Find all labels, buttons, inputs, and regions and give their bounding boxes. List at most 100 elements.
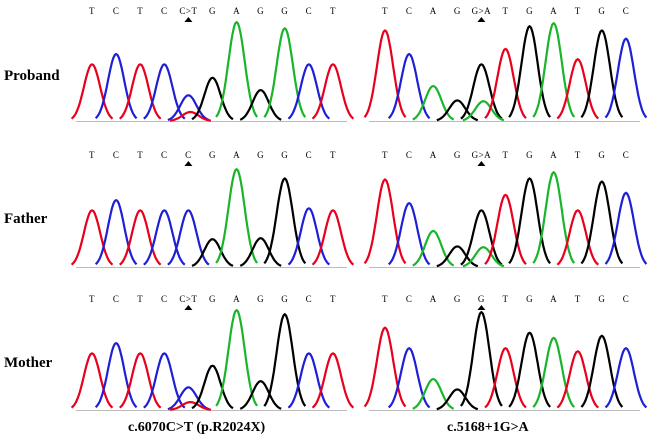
base-call-letter: C	[161, 294, 168, 304]
base-call-letter: T	[137, 294, 143, 304]
trace-peak-red	[70, 352, 114, 409]
base-call-letter: T	[575, 6, 581, 16]
base-call-letter: T	[382, 294, 388, 304]
trace-peak-red	[119, 352, 162, 409]
trace-peak-red	[311, 63, 355, 120]
base-call-letter: T	[382, 150, 388, 160]
base-call-letter: C	[623, 294, 630, 304]
trace-peak-red	[311, 209, 355, 266]
base-call-letter: G	[257, 294, 264, 304]
trace-peak-red	[311, 352, 355, 409]
base-call-letter: C	[406, 294, 413, 304]
caption-left-variant: c.6070C>T (p.R2024X)	[128, 420, 266, 435]
base-call-letter: T	[575, 294, 581, 304]
base-call-letter: G	[598, 6, 605, 16]
trace-peak-black	[263, 313, 307, 407]
trace-peak-green	[215, 168, 259, 264]
trace-peak-black	[508, 331, 551, 408]
base-call-letter: C	[113, 294, 120, 304]
base-call-letter: T	[330, 6, 336, 16]
base-call-letter: G	[454, 150, 461, 160]
row-label-mother: Mother	[4, 355, 53, 371]
base-call-letter: A	[550, 294, 557, 304]
base-call-letter: G	[526, 150, 533, 160]
trace-peak-red	[556, 350, 600, 409]
base-call-letter: C	[113, 6, 120, 16]
trace-peak-black	[239, 89, 282, 121]
base-call-letter: G	[281, 150, 288, 160]
trace-peak-red	[484, 193, 527, 265]
trace-peak-black	[191, 238, 234, 267]
trace-peak-green	[532, 336, 576, 408]
trace-peak-red	[119, 63, 162, 120]
base-call-letter: A	[233, 6, 240, 16]
trace-peak-black	[508, 177, 551, 265]
base-call-letter: A	[233, 150, 240, 160]
trace-peak-blue	[143, 352, 186, 409]
trace-peak-red	[169, 401, 212, 411]
base-call-letter: G	[281, 294, 288, 304]
trace-peak-red	[484, 47, 527, 119]
caption-right-variant: c.5168+1G>A	[447, 420, 529, 435]
trace-peak-blue	[143, 63, 186, 120]
base-call-letter: C	[306, 294, 313, 304]
trace-peak-blue	[387, 347, 431, 409]
trace-peak-blue	[604, 37, 648, 119]
trace-peak-blue	[287, 207, 331, 266]
base-call-letter: C	[406, 150, 413, 160]
trace-peak-blue	[94, 342, 138, 409]
chromatogram-panel-left-proband: T C T C C>T G A G G C T	[70, 6, 355, 122]
base-call-letter: C	[306, 150, 313, 160]
base-call-letter: G	[598, 150, 605, 160]
trace-peak-black	[239, 237, 282, 267]
base-call-letter: G	[454, 294, 461, 304]
trace-peak-black	[580, 334, 624, 408]
base-call-letter: G	[257, 150, 264, 160]
trace-peak-blue	[143, 209, 186, 266]
base-call-letter: C	[161, 150, 168, 160]
trace-peak-green	[263, 27, 307, 118]
trace-peak-red	[363, 326, 407, 408]
row-label-proband: Proband	[4, 68, 60, 84]
trace-peak-black	[460, 209, 503, 266]
trace-peak-green	[462, 100, 505, 122]
mutation-marker-icon	[184, 17, 193, 22]
trace-peak-black	[580, 29, 624, 118]
trace-peak-blue	[94, 199, 138, 266]
trace-peak-red	[363, 29, 407, 118]
trace-peak-blue	[387, 202, 431, 266]
trace-peak-green	[215, 21, 259, 118]
base-call-letter: G	[281, 6, 288, 16]
base-call-letter: A	[430, 150, 437, 160]
trace-peak-blue	[287, 63, 331, 120]
base-call-letter: T	[503, 150, 509, 160]
trace-peak-red	[70, 63, 114, 120]
trace-peak-red	[169, 110, 212, 122]
trace-peak-blue	[604, 347, 648, 409]
base-call-letter: A	[430, 6, 437, 16]
trace-peak-red	[119, 209, 162, 266]
base-call-letter: T	[330, 294, 336, 304]
trace-peak-red	[556, 58, 600, 120]
chromatogram-panel-right-father: T C A G G>A T G A T G C	[363, 150, 648, 268]
base-call-letter: T	[503, 6, 509, 16]
trace-peak-blue	[167, 94, 210, 122]
base-call-letter: T	[575, 150, 581, 160]
trace-peak-black	[459, 311, 503, 407]
base-call-letter: T	[503, 294, 509, 304]
trace-peak-black	[191, 364, 234, 410]
trace-peak-blue	[387, 52, 431, 120]
mutation-marker-icon	[184, 161, 193, 166]
base-call-letter: G	[257, 6, 264, 16]
trace-peak-black	[239, 380, 282, 410]
mutation-marker-icon	[477, 17, 486, 22]
mutation-marker-icon	[477, 305, 486, 310]
trace-peak-blue	[94, 52, 138, 120]
base-call-letter: C	[306, 6, 313, 16]
trace-peak-red	[484, 347, 527, 409]
base-call-letter: G>A	[472, 6, 492, 16]
base-call-letter: A	[430, 294, 437, 304]
base-call-letter: G	[454, 6, 461, 16]
base-call-letter: G>A	[472, 150, 492, 160]
